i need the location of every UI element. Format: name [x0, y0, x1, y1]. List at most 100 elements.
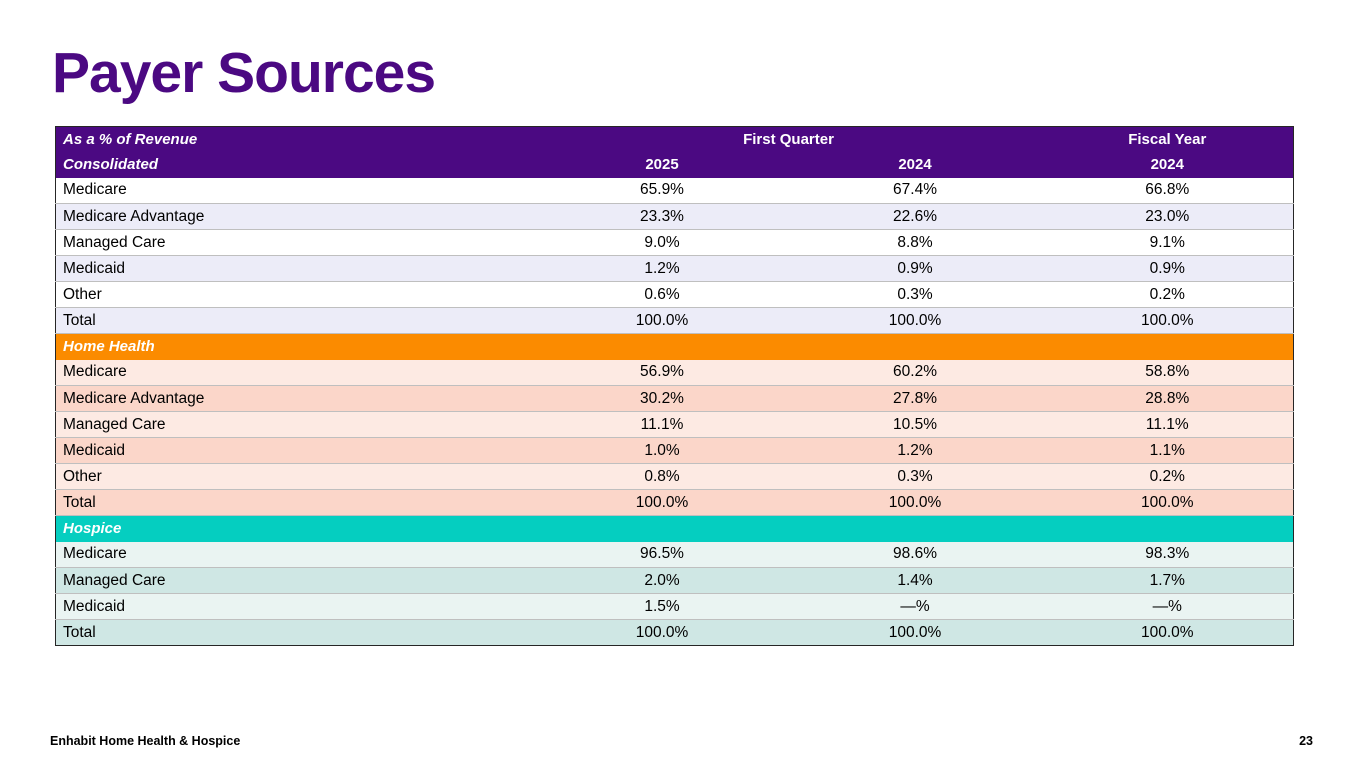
table-row-consolidated-total: Total 100.0% 100.0% 100.0% — [55, 307, 1294, 334]
row-label: Other — [55, 281, 536, 308]
row-value-col-1: 2.0% — [535, 567, 789, 594]
year-column-2024-q1: 2024 — [788, 151, 1042, 178]
row-value-col-3: 100.0% — [1041, 619, 1294, 646]
table-row-hospice-managed-care: Managed Care 2.0% 1.4% 1.7% — [55, 567, 1294, 594]
table-row-consolidated-other: Other 0.6% 0.3% 0.2% — [55, 281, 1294, 308]
row-value-col-2: 22.6% — [788, 203, 1042, 230]
row-value-col-2: 0.9% — [788, 255, 1042, 282]
row-value-col-1: 100.0% — [535, 619, 789, 646]
row-value-col-1: 65.9% — [535, 177, 789, 204]
row-value-col-1: 1.5% — [535, 593, 789, 620]
row-value-col-1: 0.8% — [535, 463, 789, 490]
row-label: Medicare Advantage — [55, 203, 536, 230]
row-value-col-3: 28.8% — [1041, 385, 1294, 412]
row-value-col-3: 1.1% — [1041, 437, 1294, 464]
row-value-col-3: 11.1% — [1041, 411, 1294, 438]
payer-sources-table: As a % of Revenue First Quarter Fiscal Y… — [55, 126, 1295, 646]
row-value-col-3: 0.2% — [1041, 463, 1294, 490]
row-value-col-2: 1.2% — [788, 437, 1042, 464]
row-value-col-2: 10.5% — [788, 411, 1042, 438]
row-value-col-3: 0.2% — [1041, 281, 1294, 308]
consolidated-section-label: Consolidated — [55, 151, 536, 178]
row-value-col-2: 60.2% — [788, 359, 1042, 386]
row-value-col-1: 56.9% — [535, 359, 789, 386]
table-row-consolidated-medicare: Medicare 65.9% 67.4% 66.8% — [55, 177, 1294, 204]
row-label: Medicaid — [55, 255, 536, 282]
row-value-col-2: 0.3% — [788, 281, 1042, 308]
row-value-col-1: 23.3% — [535, 203, 789, 230]
table-row-hospice-total: Total 100.0% 100.0% 100.0% — [55, 619, 1294, 646]
row-value-col-3: 100.0% — [1041, 489, 1294, 516]
page-number: 23 — [1299, 734, 1313, 748]
section-band-hospice: Hospice — [55, 515, 1294, 542]
table-row-home-health-managed-care: Managed Care 11.1% 10.5% 11.1% — [55, 411, 1294, 438]
row-value-col-3: 1.7% — [1041, 567, 1294, 594]
row-value-col-2: 100.0% — [788, 489, 1042, 516]
row-value-col-3: 66.8% — [1041, 177, 1294, 204]
row-value-col-3: 98.3% — [1041, 541, 1294, 568]
row-value-col-2: —% — [788, 593, 1042, 620]
table-body: Medicare 65.9% 67.4% 66.8% Medicare Advantag… — [55, 177, 1294, 646]
table-row-home-health-medicare-advantage: Medicare Advantage 30.2% 27.8% 28.8% — [55, 385, 1294, 412]
footer-company: Enhabit Home Health & Hospice — [50, 734, 241, 748]
year-column-2024-fy: 2024 — [1041, 151, 1294, 178]
column-group-fiscal-year: Fiscal Year — [1041, 126, 1294, 152]
row-value-col-1: 30.2% — [535, 385, 789, 412]
page-title: Payer Sources — [52, 41, 436, 105]
row-value-col-2: 8.8% — [788, 229, 1042, 256]
row-value-col-1: 100.0% — [535, 489, 789, 516]
row-value-col-2: 0.3% — [788, 463, 1042, 490]
row-label: Medicare — [55, 177, 536, 204]
row-value-col-1: 9.0% — [535, 229, 789, 256]
row-label: Total — [55, 307, 536, 334]
row-value-col-2: 98.6% — [788, 541, 1042, 568]
section-band-label: Home Health — [55, 333, 1294, 360]
row-label: Medicaid — [55, 437, 536, 464]
row-value-col-2: 67.4% — [788, 177, 1042, 204]
row-value-col-3: 23.0% — [1041, 203, 1294, 230]
row-value-col-2: 100.0% — [788, 619, 1042, 646]
row-value-col-2: 27.8% — [788, 385, 1042, 412]
row-label: Managed Care — [55, 411, 536, 438]
section-band-label: Hospice — [55, 515, 1294, 542]
row-value-col-1: 100.0% — [535, 307, 789, 334]
header-row-years: Consolidated 2025 2024 2024 — [55, 151, 1294, 178]
year-column-2025: 2025 — [535, 151, 789, 178]
table-row-home-health-medicare: Medicare 56.9% 60.2% 58.8% — [55, 359, 1294, 386]
row-label: Managed Care — [55, 229, 536, 256]
row-value-col-3: 9.1% — [1041, 229, 1294, 256]
corner-label: As a % of Revenue — [55, 126, 536, 152]
row-value-col-1: 1.0% — [535, 437, 789, 464]
row-value-col-1: 1.2% — [535, 255, 789, 282]
row-value-col-3: 100.0% — [1041, 307, 1294, 334]
row-value-col-2: 100.0% — [788, 307, 1042, 334]
row-label: Medicare — [55, 359, 536, 386]
column-group-first-quarter: First Quarter — [535, 126, 1042, 152]
row-value-col-1: 11.1% — [535, 411, 789, 438]
table-header: As a % of Revenue First Quarter Fiscal Y… — [55, 126, 1294, 178]
row-label: Total — [55, 619, 536, 646]
row-value-col-3: —% — [1041, 593, 1294, 620]
row-value-col-2: 1.4% — [788, 567, 1042, 594]
row-value-col-1: 96.5% — [535, 541, 789, 568]
row-label: Medicaid — [55, 593, 536, 620]
row-label: Total — [55, 489, 536, 516]
table-row-hospice-medicare: Medicare 96.5% 98.6% 98.3% — [55, 541, 1294, 568]
table-row-home-health-total: Total 100.0% 100.0% 100.0% — [55, 489, 1294, 516]
table-row-home-health-medicaid: Medicaid 1.0% 1.2% 1.1% — [55, 437, 1294, 464]
table-row-consolidated-medicaid: Medicaid 1.2% 0.9% 0.9% — [55, 255, 1294, 282]
table-row-consolidated-managed-care: Managed Care 9.0% 8.8% 9.1% — [55, 229, 1294, 256]
row-label: Managed Care — [55, 567, 536, 594]
row-label: Medicare — [55, 541, 536, 568]
slide-footer: Enhabit Home Health & Hospice 23 — [50, 734, 1313, 748]
row-value-col-3: 0.9% — [1041, 255, 1294, 282]
table-row-home-health-other: Other 0.8% 0.3% 0.2% — [55, 463, 1294, 490]
row-value-col-1: 0.6% — [535, 281, 789, 308]
row-label: Other — [55, 463, 536, 490]
table-row-consolidated-medicare-advantage: Medicare Advantage 23.3% 22.6% 23.0% — [55, 203, 1294, 230]
header-row-groups: As a % of Revenue First Quarter Fiscal Y… — [55, 126, 1294, 152]
row-label: Medicare Advantage — [55, 385, 536, 412]
section-band-home-health: Home Health — [55, 333, 1294, 360]
table-row-hospice-medicaid: Medicaid 1.5% —% —% — [55, 593, 1294, 620]
